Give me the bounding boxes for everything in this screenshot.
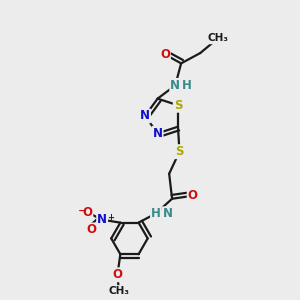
Text: O: O bbox=[160, 48, 170, 61]
Text: N: N bbox=[162, 207, 172, 220]
Text: N: N bbox=[153, 127, 163, 140]
Text: −: − bbox=[77, 206, 87, 216]
Text: N: N bbox=[170, 79, 180, 92]
Text: S: S bbox=[174, 99, 182, 112]
Text: S: S bbox=[175, 145, 184, 158]
Text: H: H bbox=[151, 207, 161, 220]
Text: H: H bbox=[182, 79, 192, 92]
Text: +: + bbox=[107, 213, 114, 222]
Text: N: N bbox=[97, 213, 107, 226]
Text: CH₃: CH₃ bbox=[207, 33, 228, 43]
Text: N: N bbox=[140, 110, 150, 122]
Text: O: O bbox=[82, 206, 92, 219]
Text: O: O bbox=[112, 268, 122, 281]
Text: O: O bbox=[86, 224, 96, 236]
Text: O: O bbox=[188, 189, 198, 202]
Text: CH₃: CH₃ bbox=[108, 286, 129, 296]
